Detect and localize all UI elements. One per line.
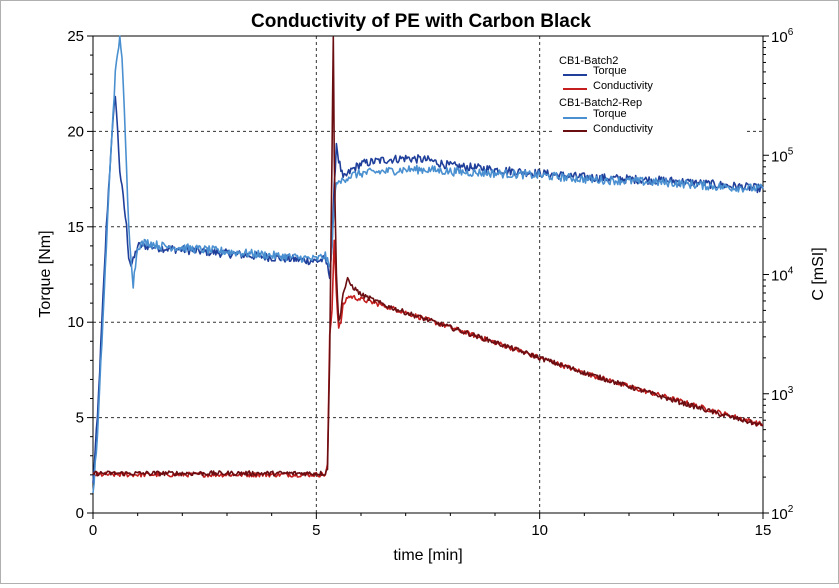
y2-tick-label: 106 <box>771 27 794 46</box>
series-line-cb1-batch2-torque <box>92 95 764 484</box>
legend-entry-rep-torque: Torque <box>593 108 627 120</box>
y-tick-labels: 0 5 10 15 20 25 <box>67 28 84 522</box>
y-tick-label: 0 <box>76 505 84 522</box>
legend-group-1-label: CB1-Batch2 <box>559 55 618 67</box>
series-line-cb1-batch2-rep-conductivity <box>92 36 764 477</box>
y-tick-label: 20 <box>67 123 84 140</box>
series-line-cb1-batch2-rep-torque <box>92 35 764 494</box>
x-tick-label: 0 <box>89 522 97 539</box>
legend-entry-rep-conductivity: Conductivity <box>593 123 653 135</box>
x-axis-label: time [min] <box>393 547 462 564</box>
y2-axis-label: C [mSI] <box>810 247 827 300</box>
y-tick-label: 10 <box>67 314 84 331</box>
y2-tick-labels: 102 103 104 105 106 <box>771 27 794 523</box>
y-axis-label: Torque [Nm] <box>37 230 54 317</box>
y-tick-label: 5 <box>76 410 84 427</box>
x-tick-label: 10 <box>531 522 548 539</box>
legend-group-2-label: CB1-Batch2-Rep <box>559 97 642 109</box>
x-tick-label: 15 <box>755 522 772 539</box>
legend: CB1-Batch2 Torque Conductivity CB1-Batch… <box>554 48 744 140</box>
legend-entry-batch2-torque: Torque <box>593 65 627 77</box>
tick-marks <box>87 35 769 519</box>
y2-tick-label: 103 <box>771 385 794 404</box>
legend-entry-batch2-conductivity: Conductivity <box>593 80 653 92</box>
chart-title: Conductivity of PE with Carbon Black <box>251 11 591 32</box>
series-line-cb1-batch2-conductivity <box>92 239 763 478</box>
x-tick-label: 5 <box>312 522 320 539</box>
series-layer <box>92 35 764 494</box>
legend-box <box>554 48 744 140</box>
x-tick-labels: 0 5 10 15 <box>89 522 772 539</box>
y-tick-label: 15 <box>67 219 84 236</box>
y2-tick-label: 105 <box>771 146 794 165</box>
y2-tick-label: 102 <box>771 504 794 523</box>
y2-tick-label: 104 <box>771 266 794 285</box>
y-tick-label: 25 <box>67 28 84 45</box>
